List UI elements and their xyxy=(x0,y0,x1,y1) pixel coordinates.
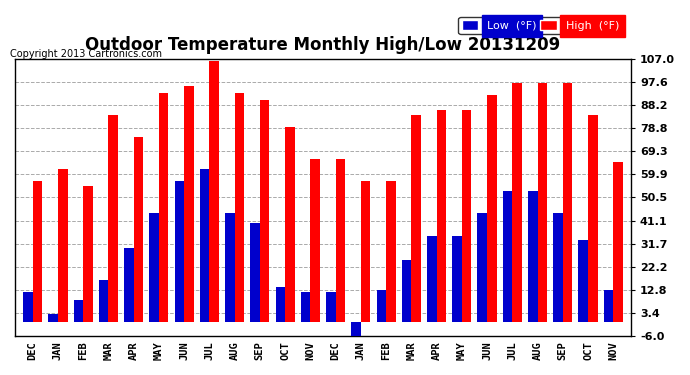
Bar xyxy=(48,314,58,322)
Bar xyxy=(437,110,446,322)
Bar xyxy=(613,162,623,322)
Bar xyxy=(361,182,371,322)
Bar xyxy=(402,260,411,322)
Bar xyxy=(74,300,83,322)
Bar xyxy=(23,292,32,322)
Bar xyxy=(604,290,613,322)
Bar xyxy=(563,83,573,322)
Bar xyxy=(149,213,159,322)
Bar xyxy=(427,236,437,322)
Bar xyxy=(275,287,285,322)
Bar xyxy=(351,322,361,344)
Bar xyxy=(503,191,512,322)
Bar xyxy=(108,115,118,322)
Bar xyxy=(58,169,68,322)
Bar xyxy=(83,186,92,322)
Bar xyxy=(386,182,395,322)
Bar xyxy=(377,290,386,322)
Bar xyxy=(184,86,194,322)
Bar xyxy=(235,93,244,322)
Bar xyxy=(452,236,462,322)
Bar xyxy=(588,115,598,322)
Bar xyxy=(411,115,421,322)
Bar xyxy=(209,61,219,322)
Bar xyxy=(301,292,310,322)
Bar xyxy=(134,137,144,322)
Bar xyxy=(32,182,42,322)
Bar xyxy=(175,182,184,322)
Title: Outdoor Temperature Monthly High/Low 20131209: Outdoor Temperature Monthly High/Low 201… xyxy=(86,36,560,54)
Bar xyxy=(553,213,563,322)
Bar xyxy=(326,292,335,322)
Bar xyxy=(200,169,209,322)
Bar xyxy=(260,100,270,322)
Bar xyxy=(285,128,295,322)
Bar xyxy=(124,248,134,322)
Bar xyxy=(250,223,260,322)
Bar xyxy=(578,240,588,322)
Bar xyxy=(310,159,320,322)
Bar xyxy=(335,159,345,322)
Bar xyxy=(462,110,471,322)
Bar xyxy=(99,280,108,322)
Bar xyxy=(159,93,168,322)
Bar xyxy=(538,83,547,322)
Legend: Low  (°F), High  (°F): Low (°F), High (°F) xyxy=(458,17,622,34)
Text: Copyright 2013 Cartronics.com: Copyright 2013 Cartronics.com xyxy=(10,49,162,59)
Bar xyxy=(528,191,538,322)
Bar xyxy=(477,213,487,322)
Bar xyxy=(225,213,235,322)
Bar xyxy=(512,83,522,322)
Bar xyxy=(487,95,497,322)
